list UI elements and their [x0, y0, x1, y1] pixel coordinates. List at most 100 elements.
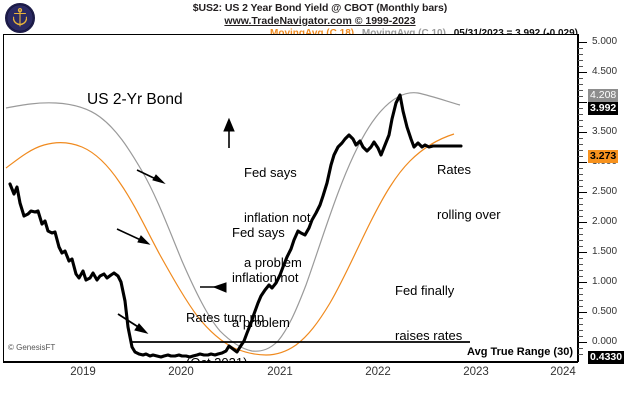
date-axis-line — [3, 362, 578, 363]
date-tick-label: 2021 — [267, 366, 293, 378]
annotation-line: Rates — [437, 162, 471, 177]
price-minor-tick — [578, 336, 583, 337]
chart-header: $US2: US 2 Year Bond Yield @ CBOT (Month… — [0, 0, 640, 44]
price-tick-label: 5.000 — [592, 36, 618, 47]
price-minor-tick — [578, 294, 583, 295]
price-minor-tick — [578, 354, 583, 355]
atr-value-box: 0.4330 — [588, 351, 625, 364]
price-minor-tick — [578, 306, 583, 307]
price-tick-label: 1.500 — [592, 246, 618, 257]
website-link[interactable]: www.TradeNavigator.com © 1999-2023 — [224, 15, 416, 27]
price-tick-label: 2.000 — [592, 216, 618, 227]
legend-last-quote: 05/31/2023 = 3.992 (-0.029) — [454, 28, 578, 39]
annotation-rates-turn-up: Rates turn up (Oct 2021) — [186, 280, 265, 361]
price-minor-tick — [578, 234, 583, 235]
price-minor-tick — [578, 174, 583, 175]
price-minor-tick — [578, 120, 583, 121]
annotation-line: a problem — [244, 255, 302, 270]
price-minor-tick — [578, 60, 583, 61]
price-minor-tick — [578, 228, 583, 229]
chart-name-label: US 2-Yr Bond — [87, 91, 183, 108]
price-tick — [578, 222, 587, 223]
price-tick — [578, 312, 587, 313]
annotation-line: (Oct 2021) — [186, 355, 264, 361]
ma10-line — [5, 92, 461, 352]
price-minor-tick — [578, 54, 583, 55]
price-tick — [578, 102, 587, 103]
last-price-value-box: 3.992 — [588, 102, 619, 115]
price-minor-tick — [578, 96, 583, 97]
price-minor-tick — [578, 108, 583, 109]
price-minor-tick — [578, 300, 583, 301]
legend-ma18[interactable]: MovingAvg (C,18) — [270, 28, 354, 39]
price-minor-tick — [578, 150, 583, 151]
annotation-line: Fed finally — [395, 283, 455, 298]
price-tick-label: 0.500 — [592, 306, 618, 317]
annotation-line: a problem — [232, 315, 290, 330]
annotation-rates-rolling-over: Rates rolling over — [437, 132, 501, 252]
plot-area[interactable]: US 2-Yr Bond Fed says inflation not a pr… — [3, 34, 578, 362]
price-minor-tick — [578, 348, 583, 349]
date-tick-label: 2023 — [463, 366, 489, 378]
legend-ma10[interactable]: MovingAvg (C,10) — [362, 28, 446, 39]
price-minor-tick — [578, 216, 583, 217]
price-minor-tick — [578, 204, 583, 205]
annotation-line: rolling over — [437, 207, 501, 222]
price-tick-label: 4.500 — [592, 66, 618, 77]
date-axis[interactable]: 2019 2020 2021 2022 2023 2024 — [3, 362, 578, 386]
price-series-canvas — [5, 92, 470, 359]
price-tick-label: 0.000 — [592, 336, 618, 347]
price-minor-tick — [578, 258, 583, 259]
price-minor-tick — [578, 84, 583, 85]
annotation-line: inflation not — [244, 210, 311, 225]
price-minor-tick — [578, 210, 583, 211]
date-tick-label: 2024 — [550, 366, 576, 378]
price-tick-label: 2.500 — [592, 186, 618, 197]
price-minor-tick — [578, 186, 583, 187]
price-minor-tick — [578, 138, 583, 139]
price-tick — [578, 282, 587, 283]
price-axis[interactable]: 5.000 4.500 4.000 3.500 3.000 2.500 2.00… — [578, 34, 640, 364]
price-minor-tick — [578, 264, 583, 265]
atr-indicator-label: Avg True Range (30) — [467, 346, 573, 358]
price-minor-tick — [578, 156, 583, 157]
price-minor-tick — [578, 48, 583, 49]
annotation-fed-finally-raises: Fed finally raises rates — [395, 253, 463, 361]
annotation-fed-says-2: Fed says inflation not a problem — [232, 195, 299, 360]
price-minor-tick — [578, 288, 583, 289]
price-minor-tick — [578, 144, 583, 145]
date-tick-label: 2019 — [70, 366, 96, 378]
price-line — [8, 93, 463, 359]
annotation-line: Rates turn up — [186, 310, 265, 325]
price-minor-tick — [578, 330, 583, 331]
genesis-anchor-logo-icon — [5, 3, 35, 33]
price-minor-tick — [578, 66, 583, 67]
indicator-legend: MovingAvg (C,18) MovingAvg (C,10) 05/31/… — [0, 28, 578, 39]
price-tick — [578, 72, 587, 73]
price-minor-tick — [578, 180, 583, 181]
price-minor-tick — [578, 270, 583, 271]
price-tick — [578, 252, 587, 253]
annotation-line: Fed says — [232, 225, 285, 240]
price-minor-tick — [578, 276, 583, 277]
annotation-line: inflation not — [232, 270, 299, 285]
genesisft-watermark: © GenesisFT — [8, 343, 56, 352]
price-tick — [578, 162, 587, 163]
price-minor-tick — [578, 318, 583, 319]
price-tick — [578, 342, 587, 343]
annotation-line: raises rates — [395, 328, 463, 343]
price-tick-label: 3.500 — [592, 126, 618, 137]
price-minor-tick — [578, 324, 583, 325]
symbol-title: $US2: US 2 Year Bond Yield @ CBOT (Month… — [192, 2, 448, 14]
annotation-fed-says-1: Fed says inflation not a problem — [244, 135, 311, 300]
ma10-value-box: 4.208 — [588, 89, 619, 102]
price-minor-tick — [578, 246, 583, 247]
price-minor-tick — [578, 114, 583, 115]
price-minor-tick — [578, 198, 583, 199]
annotation-line: Fed says — [244, 165, 297, 180]
price-minor-tick — [578, 168, 583, 169]
date-tick-label: 2022 — [365, 366, 391, 378]
price-minor-tick — [578, 78, 583, 79]
date-tick-label: 2020 — [168, 366, 194, 378]
